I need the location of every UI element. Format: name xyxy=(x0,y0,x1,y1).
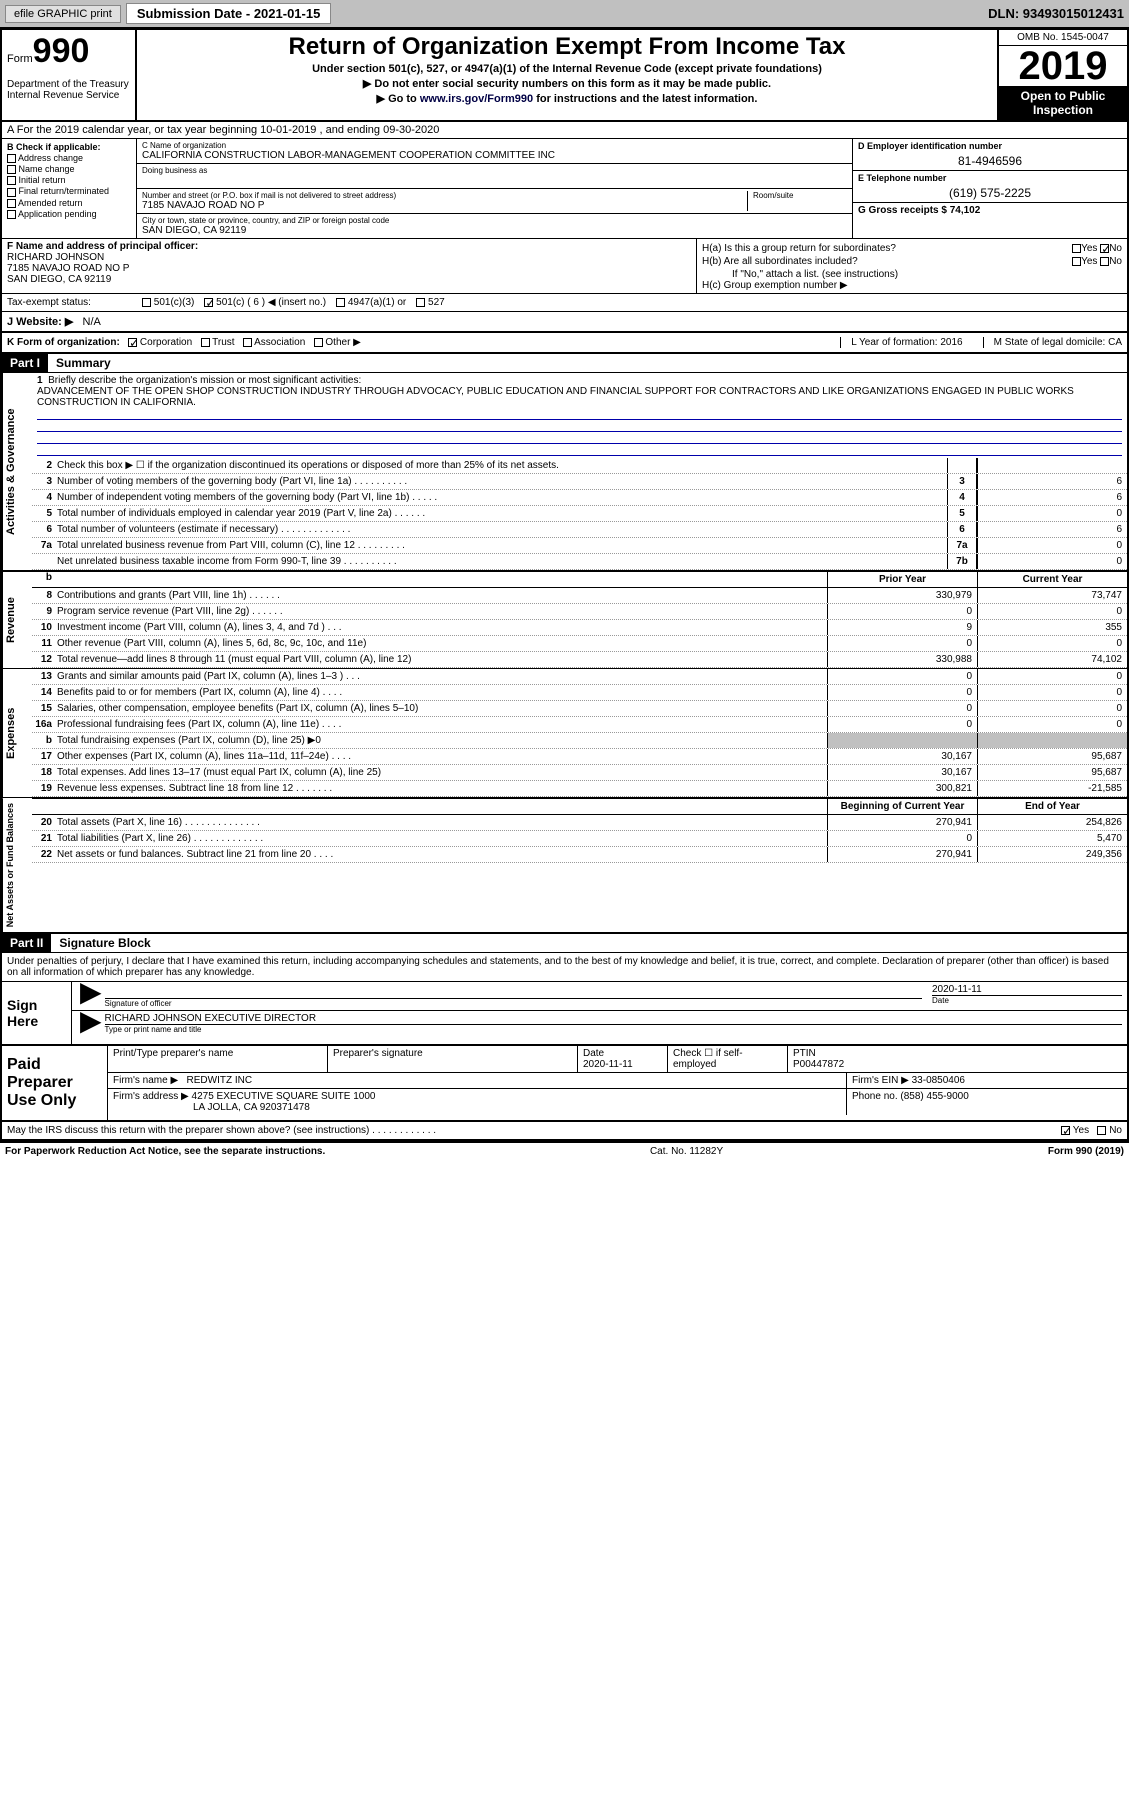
summary-line: 3Number of voting members of the governi… xyxy=(32,474,1127,490)
money-line: 8Contributions and grants (Part VIII, li… xyxy=(32,588,1127,604)
subtitle-1: Under section 501(c), 527, or 4947(a)(1)… xyxy=(140,63,994,75)
money-line: 20Total assets (Part X, line 16) . . . .… xyxy=(32,815,1127,831)
sign-here-label: Sign Here xyxy=(2,982,72,1044)
form-number: 990 xyxy=(33,32,90,70)
money-line: 16aProfessional fundraising fees (Part I… xyxy=(32,717,1127,733)
website-value: N/A xyxy=(83,316,101,328)
summary-line: 4Number of independent voting members of… xyxy=(32,490,1127,506)
line-a: A For the 2019 calendar year, or tax yea… xyxy=(2,122,1127,139)
subtitle-3: ▶ Go to www.irs.gov/Form990 for instruct… xyxy=(140,92,994,105)
paid-preparer-label: Paid Preparer Use Only xyxy=(2,1046,107,1120)
money-line: 10Investment income (Part VIII, column (… xyxy=(32,620,1127,636)
phone: (619) 575-2225 xyxy=(858,183,1122,200)
state-domicile: M State of legal domicile: CA xyxy=(983,337,1122,348)
money-line: 21Total liabilities (Part X, line 26) . … xyxy=(32,831,1127,847)
year-formation: L Year of formation: 2016 xyxy=(840,337,962,348)
dln: DLN: 93493015012431 xyxy=(988,6,1124,21)
money-line: 22Net assets or fund balances. Subtract … xyxy=(32,847,1127,863)
ein: 81-4946596 xyxy=(858,151,1122,168)
gross-receipts: G Gross receipts $ 74,102 xyxy=(858,205,980,216)
money-line: 13Grants and similar amounts paid (Part … xyxy=(32,669,1127,685)
money-line: 14Benefits paid to or for members (Part … xyxy=(32,685,1127,701)
subtitle-2: ▶ Do not enter social security numbers o… xyxy=(140,77,994,90)
vtab-revenue: Revenue xyxy=(2,572,32,668)
box-b: B Check if applicable: Address change Na… xyxy=(2,139,137,238)
mission-text: ADVANCEMENT OF THE OPEN SHOP CONSTRUCTIO… xyxy=(37,386,1074,408)
summary-line: Net unrelated business taxable income fr… xyxy=(32,554,1127,570)
part-2-header: Part II xyxy=(2,934,51,952)
top-bar: efile GRAPHIC print Submission Date - 20… xyxy=(0,0,1129,28)
tax-year: 2019 xyxy=(999,46,1127,86)
summary-line: 7aTotal unrelated business revenue from … xyxy=(32,538,1127,554)
summary-line: 5Total number of individuals employed in… xyxy=(32,506,1127,522)
money-line: 19Revenue less expenses. Subtract line 1… xyxy=(32,781,1127,797)
vtab-netassets: Net Assets or Fund Balances xyxy=(2,798,32,932)
vtab-governance: Activities & Governance xyxy=(2,373,32,570)
firm-name: REDWITZ INC xyxy=(187,1075,253,1086)
website-label: J Website: ▶ xyxy=(7,316,73,328)
form-label: Form xyxy=(7,53,33,65)
money-line: 9Program service revenue (Part VIII, lin… xyxy=(32,604,1127,620)
box-b-header: B Check if applicable: xyxy=(7,142,101,152)
officer-name: RICHARD JOHNSON xyxy=(7,252,104,263)
org-city: SAN DIEGO, CA 92119 xyxy=(142,225,389,236)
ptin: P00447872 xyxy=(793,1059,844,1070)
dept-label: Department of the Treasury Internal Reve… xyxy=(7,79,130,101)
money-line: 15Salaries, other compensation, employee… xyxy=(32,701,1127,717)
money-line: 18Total expenses. Add lines 13–17 (must … xyxy=(32,765,1127,781)
vtab-expenses: Expenses xyxy=(2,669,32,797)
efile-label[interactable]: efile GRAPHIC print xyxy=(5,5,121,23)
signature-declaration: Under penalties of perjury, I declare th… xyxy=(2,953,1127,982)
form-990: Form990 Department of the Treasury Inter… xyxy=(0,28,1129,1143)
firm-ein: 33-0850406 xyxy=(912,1075,965,1086)
footer: For Paperwork Reduction Act Notice, see … xyxy=(0,1143,1129,1160)
form-title: Return of Organization Exempt From Incom… xyxy=(140,33,994,61)
open-public: Open to Public Inspection xyxy=(999,86,1127,120)
box-f-label: F Name and address of principal officer: xyxy=(7,241,198,252)
summary-line: 6Total number of volunteers (estimate if… xyxy=(32,522,1127,538)
irs-link[interactable]: www.irs.gov/Form990 xyxy=(420,93,533,105)
money-line: 17Other expenses (Part IX, column (A), l… xyxy=(32,749,1127,765)
money-line: 11Other revenue (Part VIII, column (A), … xyxy=(32,636,1127,652)
box-h-c: H(c) Group exemption number ▶ xyxy=(702,280,1122,291)
summary-line: 2Check this box ▶ ☐ if the organization … xyxy=(32,458,1127,474)
money-line: bTotal fundraising expenses (Part IX, co… xyxy=(32,733,1127,749)
money-line: 12Total revenue—add lines 8 through 11 (… xyxy=(32,652,1127,668)
submission-date: Submission Date - 2021-01-15 xyxy=(126,3,332,24)
officer-signature-name: RICHARD JOHNSON EXECUTIVE DIRECTOR xyxy=(105,1013,317,1024)
part-1-header: Part I xyxy=(2,354,48,372)
org-address: 7185 NAVAJO ROAD NO P xyxy=(142,200,747,211)
firm-phone: (858) 455-9000 xyxy=(900,1091,968,1102)
org-name: CALIFORNIA CONSTRUCTION LABOR-MANAGEMENT… xyxy=(142,150,555,161)
